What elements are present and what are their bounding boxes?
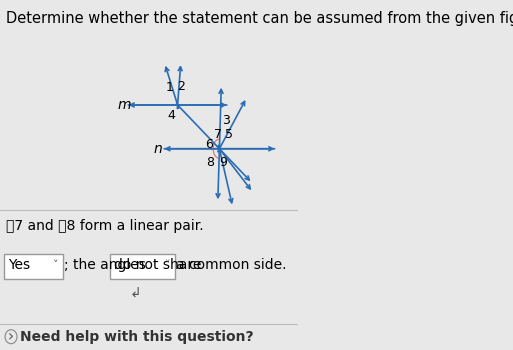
- Text: a common side.: a common side.: [176, 258, 287, 272]
- Text: Determine whether the statement can be assumed from the given figure. Explain.: Determine whether the statement can be a…: [6, 10, 513, 26]
- Text: ↲: ↲: [130, 287, 142, 301]
- Text: Need help with this question?: Need help with this question?: [21, 330, 254, 344]
- FancyBboxPatch shape: [110, 254, 174, 279]
- Text: 2: 2: [177, 80, 185, 93]
- Text: 4: 4: [168, 109, 175, 122]
- Text: 3: 3: [222, 114, 230, 127]
- FancyBboxPatch shape: [5, 254, 63, 279]
- Text: 5: 5: [225, 127, 233, 141]
- Text: ˅: ˅: [53, 260, 59, 270]
- Text: 1: 1: [165, 81, 173, 94]
- Text: ; the angles: ; the angles: [64, 258, 146, 272]
- Text: ˅: ˅: [165, 260, 170, 270]
- Text: 8: 8: [206, 155, 214, 169]
- Text: ›: ›: [8, 329, 14, 344]
- Text: do not share: do not share: [114, 258, 202, 272]
- Text: m: m: [117, 98, 131, 112]
- Text: ↈ7 and ↈ8 form a linear pair.: ↈ7 and ↈ8 form a linear pair.: [6, 219, 204, 233]
- Text: 7: 7: [214, 127, 222, 141]
- Text: 6: 6: [206, 138, 213, 151]
- Text: n: n: [154, 142, 163, 156]
- Text: 9: 9: [219, 155, 227, 169]
- Text: Yes: Yes: [8, 258, 30, 272]
